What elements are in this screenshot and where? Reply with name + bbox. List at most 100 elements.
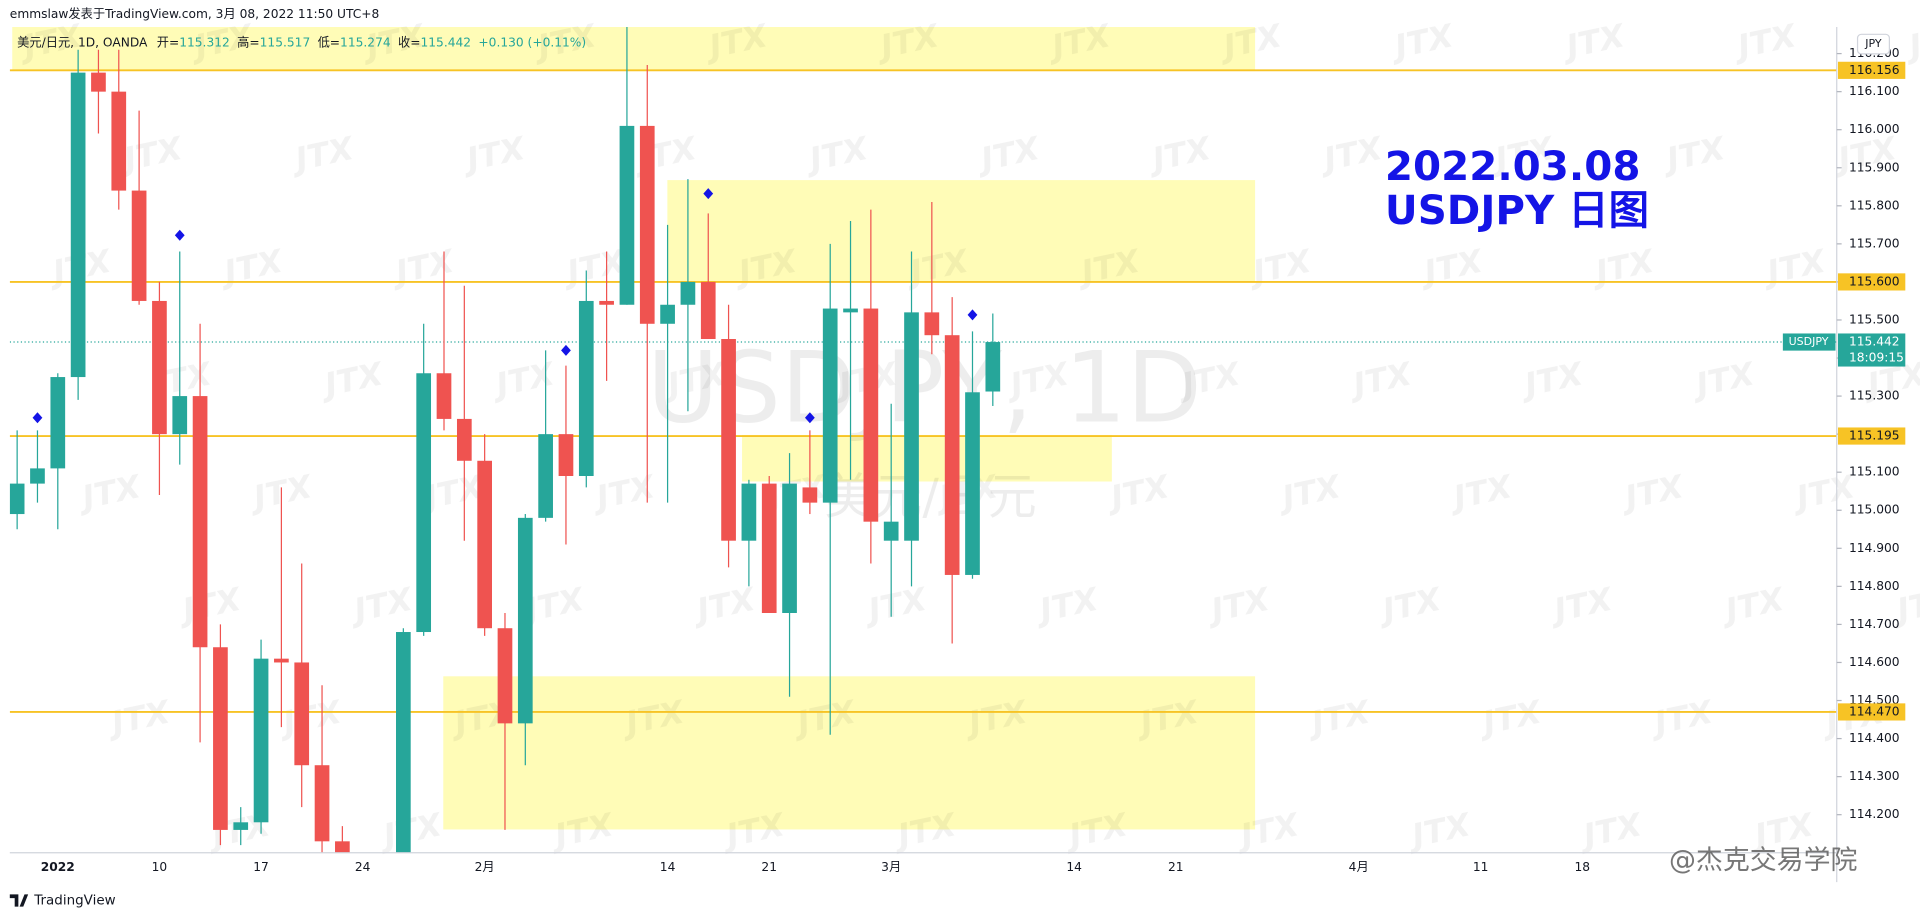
zones <box>12 26 1256 830</box>
candle-body <box>904 312 919 541</box>
y-tick-label: 115.700 <box>1849 236 1900 250</box>
level-tag <box>1837 61 1906 79</box>
candle-body <box>782 483 797 613</box>
annotation-title: USDJPY 日图 <box>1385 186 1649 234</box>
y-tick-label: 115.800 <box>1849 198 1900 212</box>
candle-body <box>314 765 330 842</box>
y-tick-label: 116.000 <box>1849 122 1900 136</box>
logo-icon <box>9 894 29 907</box>
x-tick-label: 18 <box>1574 860 1590 874</box>
signal-marker <box>32 412 43 424</box>
legend-label: 收= <box>398 35 420 49</box>
candle-body <box>822 308 838 503</box>
y-tick-label: 115.100 <box>1849 465 1900 479</box>
currency-box[interactable] <box>1856 33 1891 55</box>
candle-body <box>680 281 696 305</box>
candle-body <box>599 300 614 305</box>
candle-body <box>700 281 716 340</box>
candle-body <box>843 308 858 313</box>
y-tick-label: 115.000 <box>1849 503 1900 517</box>
candle-body <box>274 658 289 663</box>
watermark-symbol: USDJPY, 1D <box>647 331 1202 445</box>
y-tick-label: 115.900 <box>1849 160 1900 174</box>
y-tick-label: 114.400 <box>1849 731 1900 745</box>
x-tick-label: 21 <box>1168 860 1184 874</box>
candle-body <box>91 72 106 92</box>
candle-body <box>111 91 127 191</box>
candle-body <box>497 628 513 724</box>
y-tick-label: 114.600 <box>1849 655 1900 669</box>
x-tick-label: 3月 <box>881 860 901 874</box>
candle-body <box>619 125 635 305</box>
candle-body <box>456 418 472 461</box>
legend-label: 开= <box>157 35 179 49</box>
candle-body <box>802 487 818 503</box>
candle-body <box>741 483 757 541</box>
x-tick-label: 24 <box>355 860 371 874</box>
candle-body <box>517 517 533 724</box>
zone <box>667 180 1256 282</box>
signal-marker <box>967 309 978 321</box>
level-tag <box>1837 427 1906 445</box>
candle-body <box>172 396 188 435</box>
candle-body <box>985 342 1001 392</box>
annotation-date: 2022.03.08 <box>1385 142 1641 190</box>
countdown: 18:09:15 <box>1849 350 1904 364</box>
byline: emmslaw发表于TradingView.com, 3月 08, 2022 1… <box>10 6 380 21</box>
candle-body <box>761 483 777 613</box>
x-tick-label: 21 <box>761 860 777 874</box>
zone <box>443 676 1256 830</box>
candle-body <box>558 434 574 476</box>
candle-body <box>436 373 452 419</box>
legend-label: 低= <box>318 35 340 49</box>
zone <box>12 26 1256 72</box>
candle-body <box>50 377 66 469</box>
candle-body <box>965 392 980 575</box>
candle-body <box>883 521 899 541</box>
symbol-legend: 美元/日元, 1D, OANDA <box>17 35 148 49</box>
brand: TradingView <box>33 893 115 909</box>
signal-marker <box>174 229 185 241</box>
candle-body <box>9 483 25 515</box>
y-tick-label: 115.500 <box>1849 312 1900 326</box>
currency: JPY <box>1864 37 1882 50</box>
watermark-name: 美元/日元 <box>824 468 1036 525</box>
candle-body <box>477 460 492 629</box>
x-tick-label: 17 <box>253 860 269 874</box>
candle-body <box>924 312 940 336</box>
candle-body <box>396 632 411 853</box>
zone <box>742 434 1112 482</box>
x-tick-label: 10 <box>152 860 168 874</box>
x-tick-label: 14 <box>660 860 676 874</box>
level-label: 114.470 <box>1849 704 1900 718</box>
axes: 114.200114.300114.400114.500114.600114.7… <box>41 46 1906 874</box>
tradingview-logo: TradingView <box>9 893 116 909</box>
candle-body <box>944 335 960 575</box>
candle-body <box>152 300 167 435</box>
signal-marker <box>703 188 714 200</box>
x-tick-label: 2月 <box>475 860 495 874</box>
legend-change: +0.130 (+0.11%) <box>478 35 586 49</box>
candle-body <box>30 468 45 484</box>
candle-body <box>192 396 208 648</box>
legend-value: 115.274 <box>340 35 391 49</box>
legend-value: 115.442 <box>420 35 471 49</box>
candle-body <box>639 125 655 324</box>
plot <box>9 26 1837 853</box>
y-tick-label: 114.200 <box>1849 807 1900 821</box>
credit: @杰克交易学院 <box>1669 845 1858 876</box>
ohlc-legend: 美元/日元, 1D, OANDA 开= 115.312 高= 115.517 低= 115… <box>17 34 586 49</box>
x-tick-label: 4月 <box>1349 860 1369 874</box>
level-tag <box>1837 703 1906 721</box>
candle-body <box>233 822 249 830</box>
level-label: 116.156 <box>1849 63 1900 77</box>
y-tick-label: 114.900 <box>1849 541 1900 555</box>
candle-body <box>335 841 350 853</box>
candle-body <box>294 662 310 766</box>
legend-label: 高= <box>237 34 259 49</box>
price-tag-label: 115.442 <box>1849 335 1900 349</box>
level-label: 115.600 <box>1849 274 1900 288</box>
candle-body <box>863 308 879 522</box>
